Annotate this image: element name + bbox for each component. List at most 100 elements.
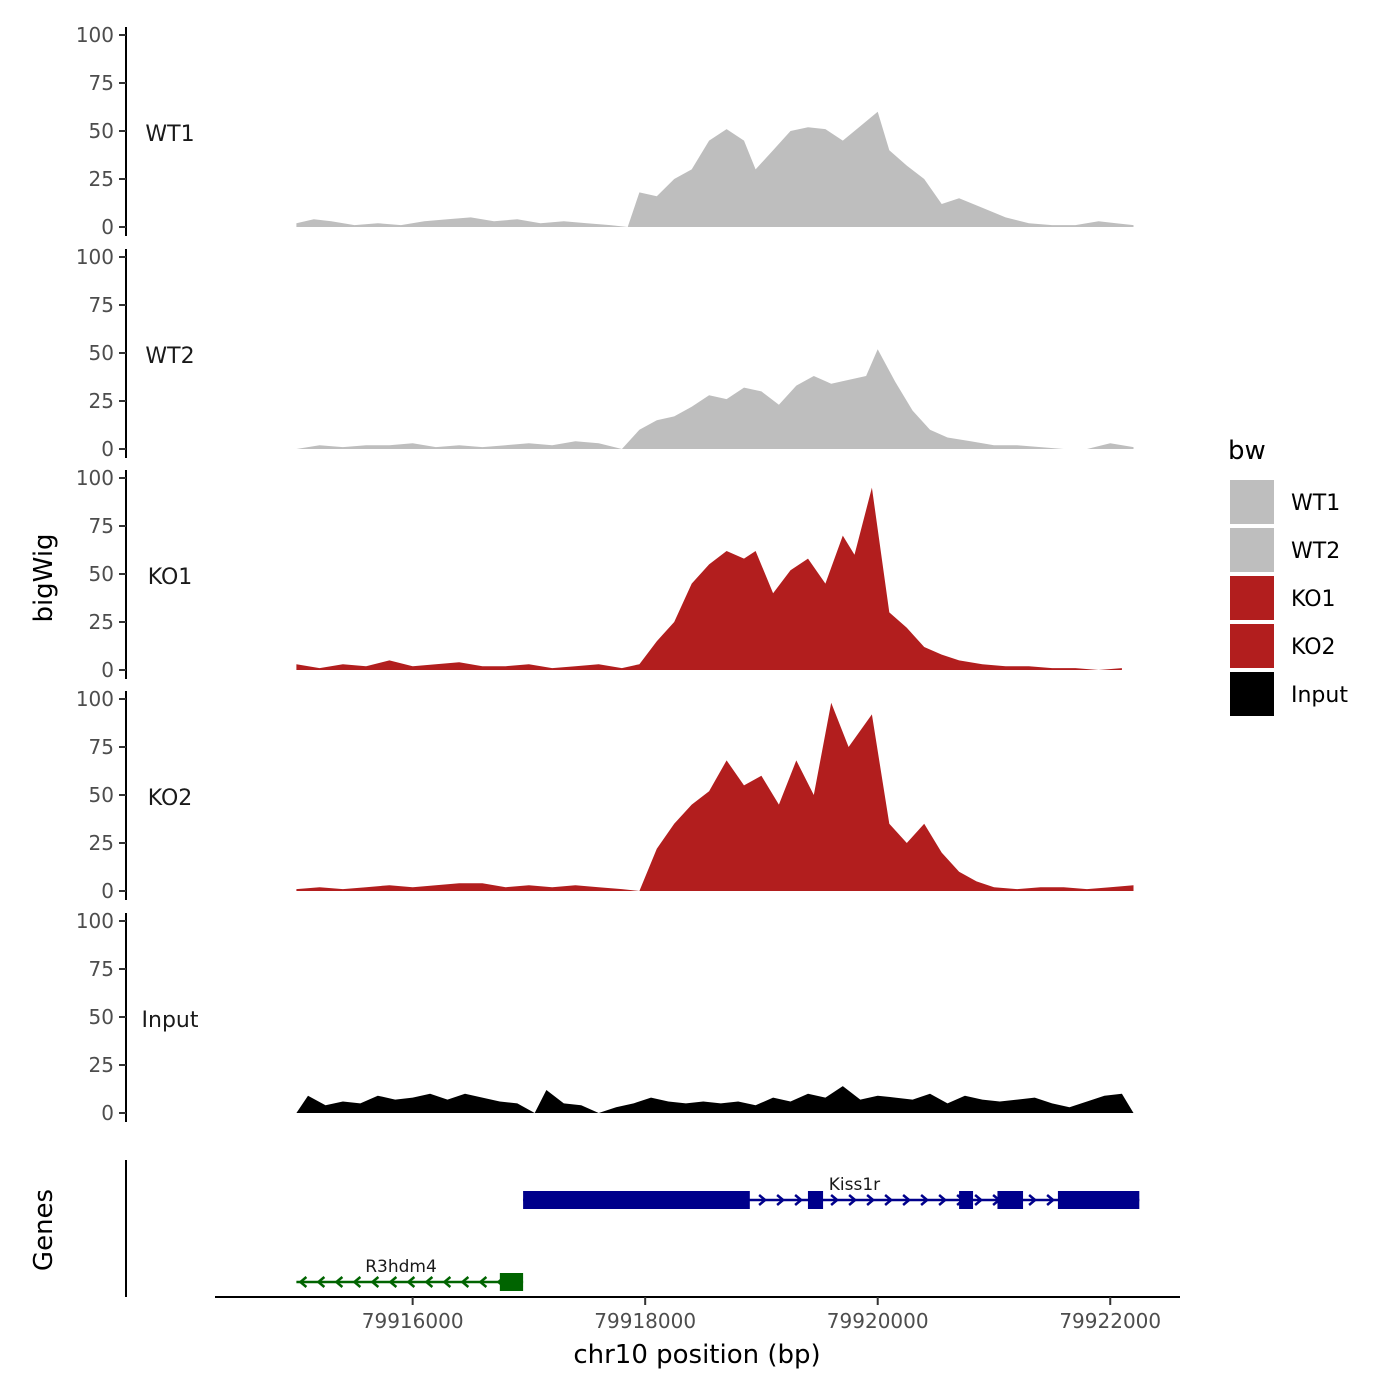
legend-label: Input [1291, 683, 1348, 708]
tracks-layer: 0255075100WT10255075100WT20255075100KO10… [76, 23, 1134, 1125]
exon [997, 1191, 1024, 1209]
strand-arrow [920, 1194, 930, 1206]
x-tick-label: 79916000 [362, 1309, 464, 1333]
genes-layer: Kiss1r R3hdm4 [125, 1160, 1140, 1297]
y-tick-label: 0 [101, 1101, 114, 1125]
y-tick-label: 100 [76, 23, 114, 47]
y-tick-label: 100 [76, 245, 114, 269]
legend-swatch [1230, 480, 1274, 524]
strand-arrow [884, 1194, 894, 1206]
legend-label: KO1 [1291, 587, 1336, 612]
legend-label: KO2 [1291, 635, 1336, 660]
x-tick-label: 79918000 [594, 1309, 696, 1333]
exon [807, 1191, 824, 1209]
y-tick-label: 25 [89, 1053, 114, 1077]
strand-arrow [758, 1194, 768, 1206]
strand-arrow [938, 1194, 948, 1206]
track-wt1: 0 25 50 75 100 WT1 [76, 23, 1134, 239]
strand-arrow [406, 1276, 416, 1288]
strand-arrow [866, 1194, 876, 1206]
gene-label: Kiss1r [829, 1175, 880, 1195]
legend-item-wt1: WT1 [1230, 480, 1340, 524]
exon [499, 1273, 524, 1291]
y-tick-label: 0 [101, 879, 114, 903]
strand-arrow [794, 1194, 804, 1206]
coverage-area-input [296, 1086, 1134, 1113]
legend-item-ko1: KO1 [1230, 576, 1336, 620]
legend-swatch [1230, 528, 1274, 572]
strand-arrow [1046, 1194, 1056, 1206]
legend-item-ko2: KO2 [1230, 624, 1336, 668]
y-tick-label: 50 [89, 341, 114, 365]
x-axis: 79916000 79918000 79920000 79922000 [215, 1296, 1180, 1333]
strand-arrow [334, 1276, 344, 1288]
track-wt2: 0 25 50 75 100 WT2 [76, 245, 1134, 461]
coverage-area-ko2 [296, 702, 1134, 891]
strand-arrow [442, 1276, 452, 1288]
strand-arrow [424, 1276, 434, 1288]
strand-arrow [848, 1194, 858, 1206]
track-label: Input [142, 1008, 199, 1033]
y-tick-label: 75 [89, 957, 114, 981]
strand-arrow [776, 1194, 786, 1206]
track-label: KO2 [148, 786, 193, 811]
y-tick-label: 75 [89, 293, 114, 317]
legend-swatch [1230, 672, 1274, 716]
genes-panel-title: Genes [29, 1189, 59, 1271]
y-tick-label: 100 [76, 466, 114, 490]
legend-item-input: Input [1230, 672, 1348, 716]
strand-arrow [370, 1276, 380, 1288]
track-label: KO1 [148, 565, 193, 590]
y-tick-label: 50 [89, 562, 114, 586]
track-label: WT1 [145, 122, 194, 147]
strand-arrow [388, 1276, 398, 1288]
strand-arrow [902, 1194, 912, 1206]
x-tick-label: 79922000 [1059, 1309, 1161, 1333]
y-tick-label: 0 [101, 215, 114, 239]
strand-arrow [830, 1194, 840, 1206]
strand-arrow [460, 1276, 470, 1288]
strand-arrow [974, 1194, 984, 1206]
legend-label: WT2 [1291, 539, 1340, 564]
gene-label: R3hdm4 [365, 1257, 437, 1277]
y-tick-label: 75 [89, 735, 114, 759]
y-tick-label: 25 [89, 831, 114, 855]
exon [959, 1191, 974, 1209]
y-tick-label: 50 [89, 783, 114, 807]
strand-arrow [478, 1276, 488, 1288]
y-tick-label: 50 [89, 119, 114, 143]
track-label: WT2 [145, 344, 194, 369]
coverage-area-ko1 [296, 487, 1122, 670]
legend-item-wt2: WT2 [1230, 528, 1340, 572]
x-axis-title: chr10 position (bp) [573, 1340, 820, 1370]
legend-title: bw [1228, 436, 1266, 466]
track-ko1: 0 25 50 75 100 KO1 [76, 466, 1122, 682]
legend: bw WT1 WT2 KO1 KO2 Input [1228, 436, 1348, 716]
exon [1057, 1191, 1140, 1209]
strand-arrow [1028, 1194, 1038, 1206]
y-tick-label: 50 [89, 1005, 114, 1029]
y-tick-label: 0 [101, 437, 114, 461]
gene-r3hdm4: R3hdm4 [296, 1257, 524, 1291]
y-tick-label: 25 [89, 167, 114, 191]
exon [523, 1191, 750, 1209]
y-tick-label: 100 [76, 687, 114, 711]
x-tick-label: 79920000 [827, 1309, 929, 1333]
coverage-area-wt2 [296, 349, 1134, 449]
y-tick-label: 25 [89, 610, 114, 634]
y-tick-label: 75 [89, 71, 114, 95]
gene-kiss1r: Kiss1r [523, 1175, 1140, 1209]
coverage-area-wt1 [296, 111, 1134, 227]
y-tick-label: 75 [89, 514, 114, 538]
legend-swatch [1230, 624, 1274, 668]
legend-label: WT1 [1291, 491, 1340, 516]
track-input: 0 25 50 75 100 Input [76, 909, 1134, 1125]
y-tick-label: 0 [101, 658, 114, 682]
strand-arrow [298, 1276, 308, 1288]
strand-arrow [316, 1276, 326, 1288]
legend-swatch [1230, 576, 1274, 620]
y-tick-label: 100 [76, 909, 114, 933]
track-ko2: 0 25 50 75 100 KO2 [76, 687, 1134, 903]
strand-arrow [352, 1276, 362, 1288]
